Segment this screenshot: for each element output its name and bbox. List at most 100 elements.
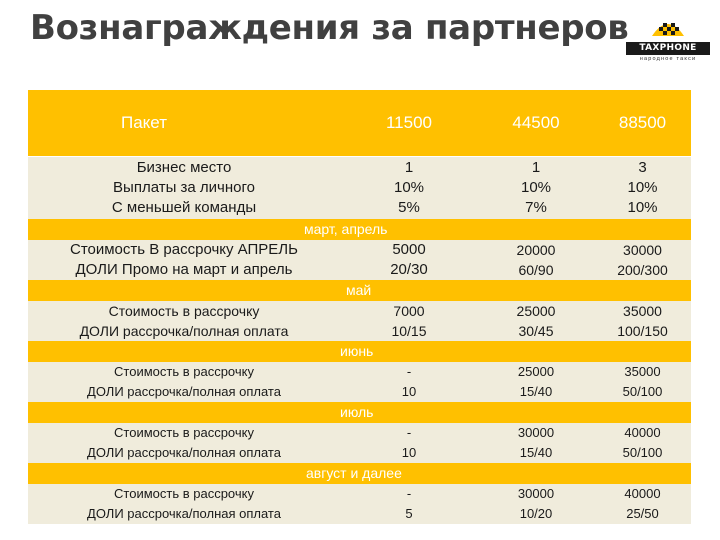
value: 30000 bbox=[517, 425, 555, 440]
label-line: Выплаты за личного bbox=[113, 179, 255, 196]
col-11500: 5000 20/30 bbox=[340, 240, 478, 280]
col-44500: 30000 10/20 bbox=[478, 484, 594, 524]
value: 35000 bbox=[623, 303, 662, 319]
period-label: март, апрель bbox=[304, 221, 388, 237]
value: 10/20 bbox=[519, 506, 553, 521]
value: 60/90 bbox=[518, 262, 554, 278]
header-package-label: Пакет bbox=[121, 113, 167, 132]
table-row-july: Стоимость в рассрочку ДОЛИ рассрочка/пол… bbox=[28, 423, 691, 463]
table-row-april-promo: Стоимость В рассрочку АПРЕЛЬ ДОЛИ Промо … bbox=[28, 240, 691, 280]
col-11500: - 5 bbox=[340, 484, 478, 524]
value: 50/100 bbox=[622, 384, 663, 399]
value: 5000 bbox=[392, 241, 426, 258]
col-11500: 7000 10/15 bbox=[340, 301, 478, 341]
label-line: Стоимость в рассрочку bbox=[108, 303, 260, 319]
value: 1 bbox=[404, 159, 414, 176]
table-row-june: Стоимость в рассрочку ДОЛИ рассрочка/пол… bbox=[28, 362, 691, 402]
value: 20000 bbox=[516, 242, 556, 258]
row-labels: Стоимость в рассрочку ДОЛИ рассрочка/пол… bbox=[28, 484, 340, 524]
col-11500: - 10 bbox=[340, 362, 478, 402]
value: 40000 bbox=[624, 486, 661, 501]
col-44500: 20000 60/90 bbox=[478, 240, 594, 280]
col-88500: 40000 25/50 bbox=[594, 484, 691, 524]
value: 100/150 bbox=[617, 323, 668, 339]
row-labels: Стоимость В рассрочку АПРЕЛЬ ДОЛИ Промо … bbox=[28, 240, 340, 280]
label-line: Стоимость В рассрочку АПРЕЛЬ bbox=[69, 241, 298, 258]
header-package-88500: 88500 bbox=[618, 113, 667, 132]
value: - bbox=[406, 486, 412, 501]
period-label: август и далее bbox=[306, 465, 402, 481]
period-band-march-april: март, апрель bbox=[28, 219, 691, 240]
label-line: ДОЛИ рассрочка/полная оплата bbox=[87, 384, 281, 399]
header-package-44500: 44500 bbox=[512, 113, 560, 132]
label-line: ДОЛИ рассрочка/полная оплата bbox=[87, 445, 281, 460]
period-label: июль bbox=[340, 404, 374, 420]
label-line: ДОЛИ рассрочка/полная оплата bbox=[79, 323, 289, 339]
value: 30/45 bbox=[518, 323, 554, 339]
row-labels: Стоимость в рассрочку ДОЛИ рассрочка/пол… bbox=[28, 423, 340, 463]
value: 25000 bbox=[517, 364, 555, 379]
table-row-august: Стоимость в рассрочку ДОЛИ рассрочка/пол… bbox=[28, 484, 691, 524]
row-labels: Стоимость в рассрочку ДОЛИ рассрочка/пол… bbox=[28, 362, 340, 402]
value: 10/15 bbox=[391, 323, 427, 339]
value: 7% bbox=[525, 199, 547, 216]
value: 10 bbox=[401, 445, 417, 460]
value: 10% bbox=[627, 199, 658, 216]
label-line: Бизнес место bbox=[136, 159, 232, 176]
table-header-row: Пакет 11500 44500 88500 bbox=[28, 90, 691, 156]
col-88500: 40000 50/100 bbox=[594, 423, 691, 463]
value: 1 bbox=[531, 159, 541, 176]
value: 25/50 bbox=[626, 506, 659, 521]
period-band-july: июль bbox=[28, 402, 691, 423]
label-line: ДОЛИ рассрочка/полная оплата bbox=[87, 506, 281, 521]
period-band-may: май bbox=[28, 280, 691, 301]
label-line: ДОЛИ Промо на март и апрель bbox=[75, 261, 293, 278]
col-44500: 30000 15/40 bbox=[478, 423, 594, 463]
value: 3 bbox=[638, 159, 647, 176]
col-44500: 25000 15/40 bbox=[478, 362, 594, 402]
value: 40000 bbox=[624, 425, 661, 440]
value: - bbox=[406, 364, 412, 379]
col-44500: 1 10% 7% bbox=[478, 157, 594, 219]
value: 10% bbox=[393, 179, 425, 196]
period-label: июнь bbox=[340, 343, 374, 359]
value: 7000 bbox=[393, 303, 425, 319]
value: 30000 bbox=[623, 242, 662, 258]
logo-tagline: народное такси bbox=[639, 56, 697, 62]
value: 35000 bbox=[624, 364, 661, 379]
period-band-june: июнь bbox=[28, 341, 691, 362]
period-band-august-onwards: август и далее bbox=[28, 463, 691, 484]
col-11500: - 10 bbox=[340, 423, 478, 463]
value: 15/40 bbox=[519, 384, 553, 399]
header-package-11500: 11500 bbox=[385, 113, 432, 132]
value: 5% bbox=[398, 199, 420, 216]
row-labels: Стоимость в рассрочку ДОЛИ рассрочка/пол… bbox=[28, 301, 340, 341]
label-line: Стоимость в рассрочку bbox=[114, 425, 254, 440]
value: 20/30 bbox=[390, 261, 428, 278]
col-88500: 35000 50/100 bbox=[594, 362, 691, 402]
taxphone-logo: TAXPHONE народное такси bbox=[620, 10, 715, 64]
period-label: май bbox=[346, 282, 372, 298]
page-title: Вознаграждения за партнеров bbox=[30, 8, 629, 48]
label-line: Стоимость в рассрочку bbox=[114, 364, 254, 379]
col-88500: 3 10% 10% bbox=[594, 157, 691, 219]
value: 15/40 bbox=[519, 445, 553, 460]
value: 10% bbox=[520, 179, 552, 196]
value: 200/300 bbox=[617, 262, 668, 278]
value: 25000 bbox=[516, 303, 556, 319]
value: - bbox=[406, 425, 412, 440]
row-labels: Бизнес место Выплаты за личного С меньше… bbox=[28, 157, 340, 219]
value: 10% bbox=[627, 179, 658, 196]
value: 10 bbox=[401, 384, 417, 399]
col-88500: 30000 200/300 bbox=[594, 240, 691, 280]
taxi-checker-icon bbox=[652, 23, 684, 36]
col-44500: 25000 30/45 bbox=[478, 301, 594, 341]
table-row-business: Бизнес место Выплаты за личного С меньше… bbox=[28, 156, 691, 219]
label-line: Стоимость в рассрочку bbox=[114, 486, 254, 501]
label-line: С меньшей команды bbox=[111, 199, 257, 216]
value: 30000 bbox=[517, 486, 555, 501]
col-11500: 1 10% 5% bbox=[340, 157, 478, 219]
table-row-may: Стоимость в рассрочку ДОЛИ рассрочка/пол… bbox=[28, 301, 691, 341]
logo-brand: TAXPHONE bbox=[626, 42, 710, 55]
col-88500: 35000 100/150 bbox=[594, 301, 691, 341]
